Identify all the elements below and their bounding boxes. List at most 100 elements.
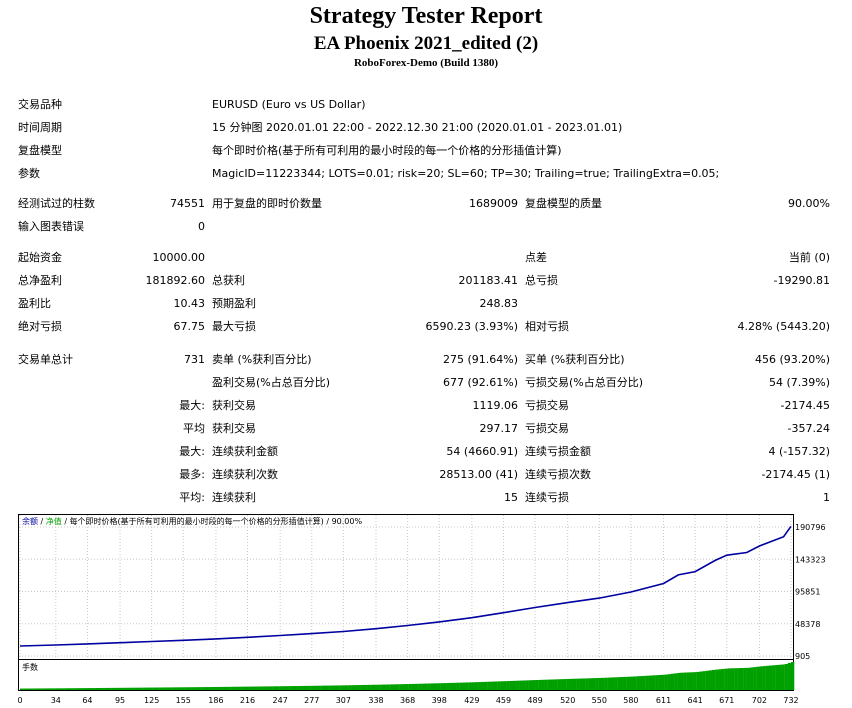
volume-bar <box>591 678 596 690</box>
volume-bar <box>247 686 251 690</box>
main-plot-frame <box>18 514 794 660</box>
x-tick-label: 277 <box>304 696 319 705</box>
volume-bar <box>219 686 223 690</box>
x-tick-label: 368 <box>400 696 415 705</box>
volume-bar <box>263 686 267 690</box>
profit-trades-value: 677 (92.61%) <box>442 376 518 389</box>
volume-bar <box>601 677 605 690</box>
volume-bar <box>446 682 450 690</box>
volume-bar <box>383 684 387 690</box>
period-label: 时间周期 <box>18 121 62 134</box>
largest-loss-value: -2174.45 <box>780 399 830 412</box>
x-tick-label: 247 <box>273 696 288 705</box>
volume-bar <box>215 686 220 690</box>
volume-bar <box>642 675 646 690</box>
volume-bar <box>440 683 444 690</box>
relative-drawdown-label: 相对亏损 <box>525 320 569 333</box>
model-label: 复盘模型 <box>18 144 62 157</box>
x-tick-label: 702 <box>752 696 767 705</box>
x-tick-label: 398 <box>432 696 447 705</box>
profit-factor-value: 10.43 <box>173 297 206 310</box>
volume-bar <box>89 688 93 690</box>
volume-bar <box>326 685 330 690</box>
volume-bar <box>212 686 217 690</box>
volume-bar <box>98 687 103 690</box>
y-tick-label: 48378 <box>795 620 820 629</box>
avg-consecutive-losses-value: 1 <box>823 491 830 504</box>
volume-bar <box>307 685 311 690</box>
max-consecutive-losses-value: 4 (-157.32) <box>768 445 830 458</box>
volume-bar <box>348 685 352 690</box>
max-consecutive-prefix: 最大: <box>179 445 205 458</box>
volume-bar <box>392 684 397 690</box>
volume-bar <box>61 688 65 690</box>
legend-equity: 净值 <box>46 516 62 526</box>
avg-consecutive-wins-label: 连续获利 <box>212 491 256 504</box>
volume-bar <box>781 664 785 690</box>
average-prefix: 平均 <box>183 422 205 435</box>
volume-bar <box>452 682 457 690</box>
volume-bar <box>433 683 438 690</box>
volume-bar <box>759 666 763 690</box>
volume-bar <box>244 686 248 690</box>
model-value: 每个即时价格(基于所有可利用的最小时段的每一个价格的分形插值计算) <box>212 144 562 157</box>
volume-bar <box>658 674 662 690</box>
volume-bar <box>133 687 138 690</box>
volume-bar <box>159 687 163 690</box>
volume-bar <box>329 685 333 690</box>
balance-chart: 余额 / 净值 / 每个即时价格(基于所有可利用的最小时段的每一个价格的分形插值… <box>18 514 826 705</box>
volume-bar <box>686 672 691 690</box>
volume-bar <box>272 686 277 690</box>
average-loss-value: -357.24 <box>787 422 830 435</box>
volume-bar <box>105 687 109 690</box>
volume-bar <box>547 679 551 690</box>
volume-bar <box>196 687 201 690</box>
volume-bar <box>528 680 533 690</box>
volume-bar <box>260 686 264 690</box>
volume-bar <box>582 678 586 690</box>
volume-bar <box>414 683 419 690</box>
errors-value: 0 <box>198 220 205 233</box>
volume-bar <box>737 668 741 690</box>
volume-bar <box>127 687 131 690</box>
net-profit-label: 总净盈利 <box>18 274 62 287</box>
max-consecutive-wins-label: 连续获利金额 <box>212 445 278 458</box>
y-axis-labels: 190796 143323 95851 48378 905 <box>795 523 826 661</box>
volume-bar <box>509 680 514 690</box>
x-tick-label: 125 <box>144 696 159 705</box>
average-loss-label: 亏损交易 <box>525 422 569 435</box>
expected-payoff-value: 248.83 <box>479 297 519 310</box>
ticks-value: 1689009 <box>469 197 518 210</box>
volume-label: 手数 <box>22 662 38 672</box>
max-consecutive-losses-label: 连续亏损金额 <box>525 445 591 458</box>
volume-bar <box>26 688 30 690</box>
maximal-consecutive-loss-label: 连续亏损次数 <box>525 468 591 481</box>
volume-bar <box>73 688 78 690</box>
volume-bar <box>367 684 371 690</box>
volume-bar <box>275 686 280 690</box>
volume-bar <box>54 688 59 690</box>
x-tick-label: 580 <box>623 696 638 705</box>
volume-bar <box>484 681 488 690</box>
volume-bar <box>140 687 144 690</box>
volume-bars <box>20 662 795 690</box>
balance-line <box>19 525 792 647</box>
volume-bar <box>724 668 728 690</box>
volume-bar <box>146 687 150 690</box>
volume-bar <box>121 687 125 690</box>
volume-bar <box>51 688 55 690</box>
volume-bar <box>670 673 675 690</box>
expert-name: EA Phoenix 2021_edited (2) <box>313 33 539 54</box>
volume-bar <box>377 684 381 690</box>
y-tick-label: 190796 <box>795 523 826 532</box>
volume-bar <box>525 680 529 690</box>
volume-bar <box>269 686 273 690</box>
volume-bar <box>238 686 242 690</box>
volume-bar <box>512 680 517 690</box>
volume-bar <box>585 678 589 690</box>
volume-bar <box>683 672 687 690</box>
volume-bar <box>430 683 435 690</box>
volume-bar <box>651 675 656 690</box>
volume-bar <box>298 685 302 690</box>
volume-bar <box>168 687 172 690</box>
